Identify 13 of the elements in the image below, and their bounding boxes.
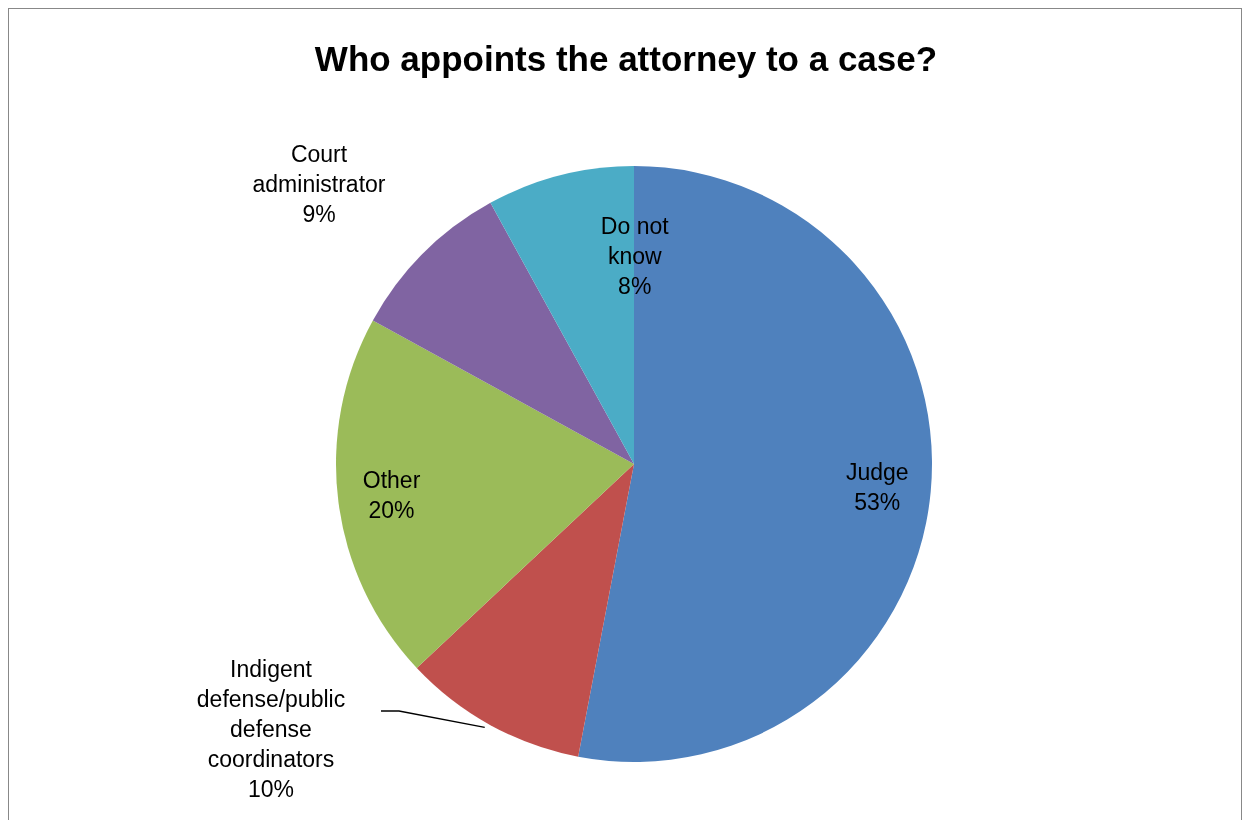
slice-label: Do not know bbox=[600, 212, 670, 269]
slice-label: Indigent defense/public defense coordinators bbox=[196, 656, 346, 772]
data-label: 53% bbox=[854, 489, 901, 515]
slice-label: Court administrator bbox=[252, 141, 386, 197]
chart-title: Who appoints the attorney to a case? bbox=[313, 39, 939, 79]
slice-label: Other bbox=[362, 466, 421, 493]
data-label: 8% bbox=[618, 272, 652, 299]
data-label: 10% bbox=[247, 776, 295, 802]
data-label: 9% bbox=[302, 201, 336, 227]
data-label: 20% bbox=[368, 496, 415, 523]
slice-label: Judge bbox=[845, 459, 909, 485]
pie-slice bbox=[336, 320, 634, 668]
pie-slice bbox=[578, 166, 932, 762]
